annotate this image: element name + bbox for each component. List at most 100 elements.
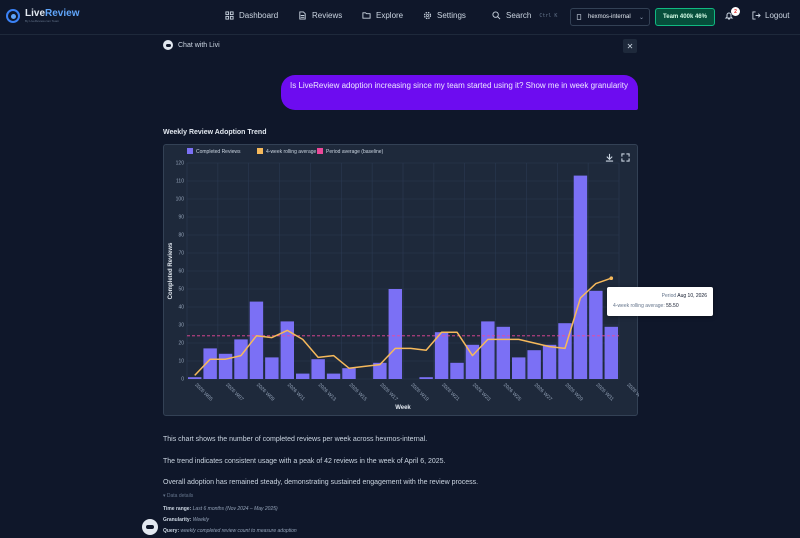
x-tick-label: 2026 W19 (409, 382, 430, 403)
logo-tagline: By LiveReview.com Team (25, 19, 60, 23)
detail-time-range: Time range: Last 6 months (Nov 2024 – Ma… (163, 506, 278, 512)
bar (512, 357, 526, 379)
notification-count-badge: 2 (731, 7, 740, 16)
legend-label: Period average (baseline) (326, 149, 384, 155)
search-icon (492, 11, 501, 20)
building-icon (576, 14, 582, 20)
y-tick-label: 20 (178, 341, 184, 347)
legend-swatch (317, 148, 323, 154)
y-tick-label: 110 (176, 179, 184, 185)
chart-heading: Weekly Review Adoption Trend (163, 129, 267, 136)
legend-swatch (257, 148, 263, 154)
legend-swatch (187, 148, 193, 154)
close-chat-button[interactable]: ✕ (623, 39, 637, 53)
y-tick-label: 80 (178, 233, 184, 239)
tooltip-average-value: 55.50 (666, 303, 679, 309)
livi-avatar-icon (163, 40, 173, 50)
chevron-down-icon: ⌄ (638, 14, 644, 21)
summary-paragraph-1: This chart shows the number of completed… (163, 436, 428, 443)
download-icon[interactable] (605, 153, 614, 162)
y-tick-label: 70 (178, 251, 184, 257)
x-tick-label: 2026 W13 (317, 382, 338, 403)
bar (265, 357, 279, 379)
x-tick-label: 2026 W21 (440, 382, 461, 403)
grid-icon (225, 11, 234, 20)
bar (434, 332, 449, 379)
bar (589, 290, 603, 379)
bell-icon[interactable] (724, 11, 734, 21)
nav-label: Settings (437, 11, 466, 20)
summary-paragraph-3: Overall adoption has remained steady, de… (163, 479, 479, 486)
close-icon: ✕ (626, 41, 634, 51)
bar (188, 377, 202, 379)
chart-card: 0 10 20 30 40 50 60 70 80 90 100 110 120 2026 W05 2026… (163, 144, 713, 416)
bar (465, 344, 480, 379)
document-icon (299, 11, 306, 20)
rolling-average-line (194, 277, 612, 376)
app-logo[interactable]: LiveReview By LiveReview.com Team (6, 9, 79, 23)
x-tick-label: 2026 W31 (594, 382, 615, 403)
bar (326, 373, 341, 379)
x-tick-label: 2026 W07 (224, 382, 245, 403)
bar (218, 353, 233, 379)
bar (203, 348, 217, 379)
nav-dashboard[interactable]: Dashboard (225, 11, 278, 20)
nav-label: Dashboard (239, 11, 279, 20)
logout-icon (752, 11, 761, 20)
team-plan-badge[interactable]: Team 400k 46% (655, 8, 715, 26)
user-message-bubble: Is LiveReview adoption increasing since … (281, 75, 638, 110)
folder-icon (362, 12, 371, 19)
y-tick-label: 10 (178, 359, 184, 365)
search-shortcut: Ctrl K (539, 12, 558, 19)
x-tick-label: 2026 W33 (625, 382, 639, 403)
x-tick-label: 2026 W15 (348, 382, 369, 403)
bar (342, 368, 356, 379)
bar (496, 326, 510, 379)
x-tick-label: 2026 W09 (255, 382, 276, 403)
bar (481, 321, 495, 379)
detail-query: Query: weekly completed review count to … (163, 528, 297, 534)
bar (249, 301, 264, 379)
adoption-chart: 0 10 20 30 40 50 60 70 80 90 100 110 120 2026 W05 2026… (168, 148, 639, 411)
bar (604, 326, 618, 379)
nav-settings[interactable]: Settings (423, 11, 466, 20)
x-tick-label: 2026 W29 (564, 382, 585, 403)
legend-label: Completed Reviews (196, 149, 241, 155)
summary-paragraph-2: The trend indicates consistent usage wit… (163, 458, 446, 465)
bar (450, 362, 464, 379)
legend-label: 4-week rolling average (266, 149, 317, 155)
tooltip-average-label: 4-week rolling average (613, 303, 664, 309)
fullscreen-icon[interactable] (621, 153, 630, 162)
logout-button[interactable]: Logout (752, 11, 789, 20)
y-tick-label: 100 (176, 197, 185, 203)
x-tick-label: 2026 W27 (533, 382, 554, 403)
x-tick-label: 2026 W05 (193, 382, 214, 403)
y-tick-label: 0 (181, 377, 184, 383)
y-tick-label: 60 (178, 269, 184, 275)
nav-explore[interactable]: Explore (362, 11, 403, 20)
x-tick-label: 2026 W11 (286, 382, 306, 402)
y-tick-label: 40 (178, 305, 184, 311)
y-tick-label: 30 (178, 323, 184, 329)
x-tick-label: 2026 W17 (378, 382, 399, 403)
assistant-avatar-icon (142, 519, 158, 535)
gear-icon (423, 11, 432, 20)
data-details-toggle[interactable]: ▾ Data details (163, 493, 194, 499)
bar (419, 377, 433, 379)
chat-header: Chat with Livi (163, 40, 220, 50)
logo-icon (6, 9, 20, 23)
y-tick-label: 50 (178, 287, 184, 293)
detail-granularity: Granularity: Weekly (163, 517, 210, 523)
search-button[interactable]: Search Ctrl K (492, 11, 557, 20)
tooltip-period-value: Aug 10, 2026 (677, 293, 707, 299)
x-tick-label: 2026 W23 (471, 382, 492, 403)
bar (296, 373, 310, 379)
tooltip-period-label: Period (661, 293, 677, 299)
org-selector[interactable]: hexmos-internal ⌄ (570, 8, 650, 26)
y-tick-label: 90 (178, 215, 184, 221)
y-axis-title: Completed Reviews (168, 242, 174, 299)
nav-reviews[interactable]: Reviews (298, 11, 342, 20)
chart-tooltip: Period Aug 10, 2026 4-week rolling avera… (607, 287, 713, 316)
x-axis-title: Week (395, 405, 411, 411)
chat-title: Chat with Livi (178, 41, 220, 49)
